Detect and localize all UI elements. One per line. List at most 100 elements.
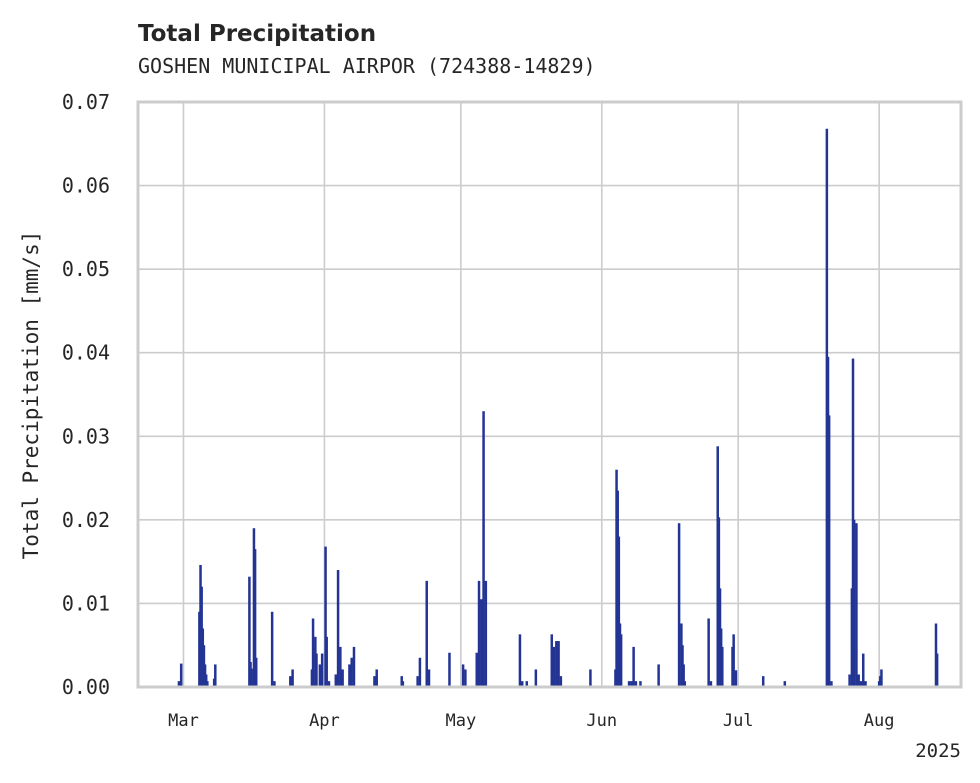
precip-bar [721,646,724,687]
precip-bar [336,570,340,687]
y-tick-label: 0.00 [62,675,110,699]
precip-bar [324,546,327,687]
precip-bar [250,668,253,687]
precip-bar [248,576,251,687]
precip-bar [683,681,687,687]
precip-bar [206,681,209,687]
precip-bar [732,634,735,687]
y-axis-ticks: 0.00 0.01 0.02 0.03 0.04 0.05 0.06 0.07 [62,90,110,699]
precip-bar [475,652,478,687]
precip-bar [761,676,765,687]
plot-frame [136,100,963,689]
precip-bar [709,681,713,687]
y-tick-label: 0.03 [62,424,110,448]
precip-bar [327,681,331,687]
precip-bar [334,674,338,687]
precip-bar [464,669,467,687]
x-tick-label: Mar [168,711,199,731]
precip-bar [418,657,422,687]
precip-bar [315,653,318,687]
precip-bar [320,653,324,687]
precip-bar [557,641,560,687]
precip-bar [348,664,351,687]
precip-bar [861,653,865,687]
precip-bar [682,664,685,687]
x-axis-year-label: 2025 [915,740,961,762]
precip-bar [350,657,353,687]
precip-bar [177,681,181,687]
precip-bar [630,681,633,687]
precip-bar [482,411,485,687]
precip-bar [783,681,787,687]
precip-bar [179,663,183,687]
precip-bar [448,652,451,687]
precip-bar [619,634,623,687]
y-tick-label: 0.01 [62,591,110,615]
precip-bar [830,681,833,687]
precip-bar [639,681,642,687]
precip-bar [657,664,660,687]
precip-bar [707,618,710,687]
precip-bar [880,669,883,687]
y-tick-label: 0.04 [62,341,110,365]
precip-bar [677,523,681,687]
precip-bar [632,646,635,687]
precip-bar [520,681,524,687]
precip-bar [318,664,322,687]
precip-bar [289,676,292,687]
x-tick-label: Aug [864,711,895,731]
precip-bar [254,657,258,687]
precip-bar [617,536,621,687]
precip-bar [416,676,419,687]
precip-bar [525,681,529,687]
precip-bar [534,669,538,687]
chart-subtitle: GOSHEN MUNICIPAL AIRPOR (724388-14829) [138,54,596,78]
precip-bar [852,519,856,687]
precip-bar [373,676,376,687]
precip-bar [555,641,558,687]
gridlines [138,101,961,688]
precip-bar [311,618,315,687]
precip-bar [857,674,860,687]
precip-bar [325,636,328,687]
precip-bar [352,646,356,687]
precip-bar [634,681,638,687]
y-tick-label: 0.06 [62,174,110,198]
precip-bar [734,670,738,687]
precip-bar [273,681,276,687]
precip-bar [559,676,563,687]
x-tick-label: Apr [309,711,340,731]
precip-bar [589,669,592,687]
precip-bar [425,580,428,687]
precip-bar [461,664,465,687]
y-tick-label: 0.05 [62,257,110,281]
precip-bar [214,664,217,687]
precip-bar [627,681,631,687]
y-tick-label: 0.02 [62,508,110,532]
y-axis-label: Total Precipitation [mm/s] [19,231,43,560]
precip-bar [480,599,483,687]
precip-bar [484,580,488,687]
precip-bar [827,415,831,687]
precip-bar [253,549,257,687]
precip-bar [855,523,858,687]
x-tick-label: May [445,711,476,731]
precip-bar [401,681,405,687]
chart-title: Total Precipitation [138,21,376,47]
precip-bar [341,669,344,687]
y-tick-label: 0.07 [62,90,110,114]
precip-bar [204,674,208,687]
x-tick-label: Jul [723,711,754,731]
precip-bar [552,646,556,687]
precip-bar [518,634,522,687]
precip-bar [427,669,431,687]
x-axis-ticks: Mar Apr May Jun Jul Aug [168,711,894,731]
x-tick-label: Jun [586,711,617,731]
precip-bar [291,669,294,687]
precip-bar [477,580,481,687]
precip-bar [550,634,554,687]
precip-bar [339,646,342,687]
precip-bar [375,669,378,687]
precipitation-bars [177,128,939,687]
